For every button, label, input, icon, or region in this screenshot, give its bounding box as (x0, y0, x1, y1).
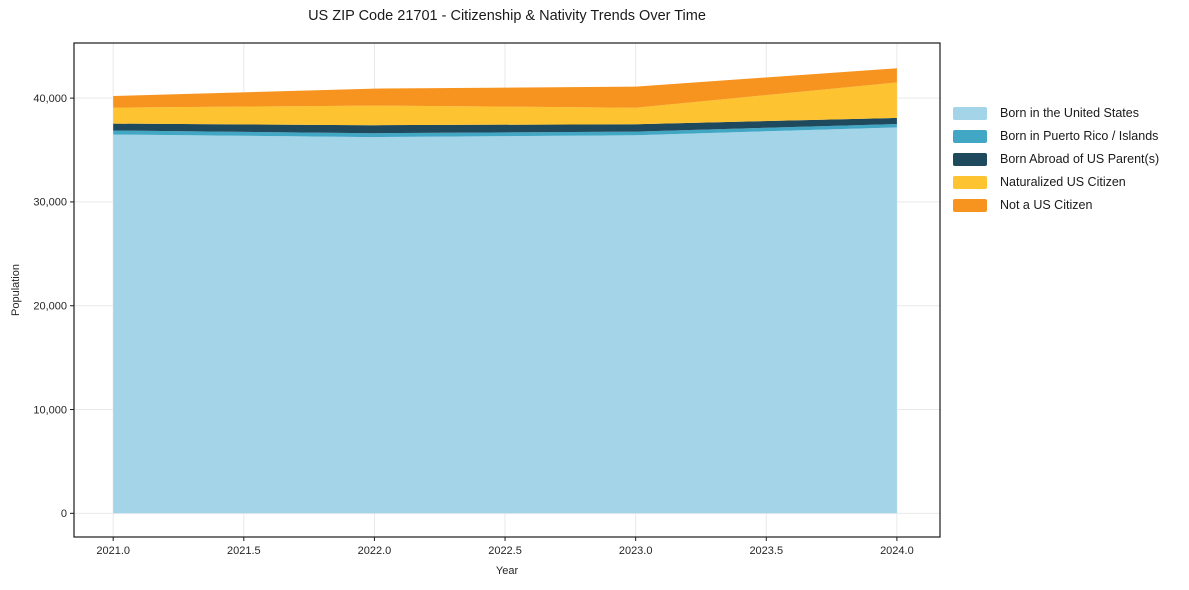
y-tick-label: 40,000 (33, 93, 67, 105)
x-tick-label: 2022.5 (488, 545, 522, 557)
legend-swatch-born-in-the-united-states (953, 106, 987, 120)
plot-border (73, 42, 941, 538)
legend-swatch-not-a-us-citizen (953, 198, 987, 212)
legend-swatch-born-in-puerto-rico-islands (953, 129, 987, 143)
y-tick-label: 20,000 (33, 301, 67, 313)
legend-item-born-abroad-of-us-parent-s: Born Abroad of US Parent(s) (953, 152, 1159, 166)
legend-label: Born in Puerto Rico / Islands (1000, 129, 1159, 143)
area-born-in-the-united-states (113, 127, 897, 514)
legend-swatch-naturalized-us-citizen (953, 175, 987, 189)
legend-label: Born Abroad of US Parent(s) (1000, 152, 1160, 166)
legend: Born in the United States Born in Puerto … (953, 106, 1159, 212)
legend-label: Not a US Citizen (1000, 198, 1093, 212)
x-tick-label: 2021.0 (96, 545, 130, 557)
chart-title: US ZIP Code 21701 - Citizenship & Nativi… (308, 8, 706, 24)
x-tick-label: 2023.5 (749, 545, 783, 557)
x-tick-label: 2024.0 (880, 545, 914, 557)
legend-item-born-in-puerto-rico-islands: Born in Puerto Rico / Islands (953, 129, 1159, 143)
x-tick-label: 2022.0 (358, 545, 392, 557)
y-axis-label: Population (10, 264, 22, 316)
legend-item-born-in-the-united-states: Born in the United States (953, 106, 1159, 120)
area-not-a-us-citizen (113, 68, 897, 108)
x-axis-label: Year (495, 565, 519, 577)
legend-label: Naturalized US Citizen (1000, 175, 1126, 189)
y-tick-label: 30,000 (33, 197, 67, 209)
legend-label: Born in the United States (1000, 106, 1139, 120)
area-naturalized-us-citizen (113, 82, 897, 126)
area-born-abroad-of-us-parent-s (113, 117, 897, 134)
x-tick-label: 2021.5 (227, 545, 261, 557)
y-tick-label: 0 (61, 508, 67, 520)
y-tick-label: 10,000 (33, 404, 67, 416)
legend-item-not-a-us-citizen: Not a US Citizen (953, 198, 1159, 212)
legend-swatch-born-abroad-of-us-parent-s (953, 152, 987, 166)
area-born-in-puerto-rico-islands (113, 124, 897, 138)
x-tick-label: 2023.0 (619, 545, 653, 557)
legend-item-naturalized-us-citizen: Naturalized US Citizen (953, 175, 1159, 189)
